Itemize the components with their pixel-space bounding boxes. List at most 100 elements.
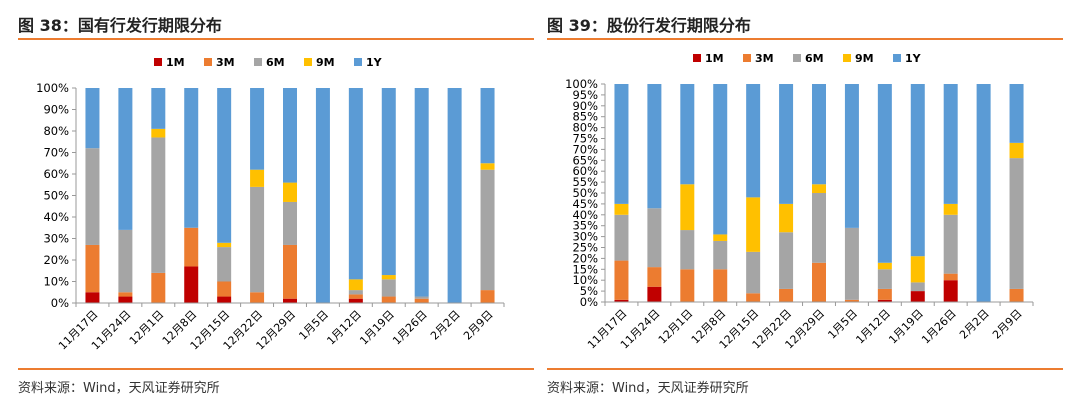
- bar-segment-1y: [118, 88, 133, 230]
- bar-segment-1y: [943, 84, 958, 204]
- x-tick-label: 1月19日: [357, 308, 397, 348]
- bar-segment-3m: [414, 298, 429, 303]
- legend-label-6m: 6M: [805, 52, 824, 65]
- bar-segment-1y: [414, 88, 429, 297]
- legend-label-1m: 1M: [166, 56, 185, 69]
- bar-segment-3m: [844, 299, 859, 302]
- y-tick-label: 0%: [580, 295, 598, 309]
- bar-segment-1m: [283, 298, 297, 303]
- y-tick-label: 70%: [572, 142, 598, 156]
- y-tick-label: 45%: [572, 197, 598, 211]
- bar-segment-1m: [184, 266, 199, 303]
- x-tick-label: 1月19日: [886, 307, 926, 347]
- bar-segment-9m: [713, 234, 728, 241]
- y-tick-label: 90%: [572, 99, 598, 113]
- bar-segment-1y: [647, 84, 662, 209]
- source-divider: [547, 368, 1063, 370]
- bar-segment-1y: [217, 88, 232, 243]
- y-tick-label: 70%: [43, 146, 69, 160]
- y-tick-label: 60%: [572, 164, 598, 178]
- bar-segment-1m: [877, 299, 892, 302]
- x-tick-label: 1月26日: [390, 308, 430, 348]
- bar-segment-6m: [680, 230, 695, 270]
- y-tick-label: 50%: [572, 186, 598, 200]
- bar-segment-3m: [348, 294, 363, 299]
- bar-segment-9m: [910, 256, 925, 283]
- bar-segment-9m: [250, 169, 265, 187]
- bar-segment-1y: [779, 84, 794, 204]
- bar-segment-3m: [779, 288, 794, 302]
- y-tick-label: 35%: [572, 219, 598, 233]
- bar-segment-1y: [976, 84, 991, 302]
- figure-title: 图 38：国有行发行期限分布: [18, 16, 222, 35]
- bar-segment-6m: [614, 214, 629, 261]
- figure-39-panel: 图 39：股份行发行期限分布 1M 3M 6M 9M 1Y 0% 5% 10% 15% 20% 25…: [547, 0, 1063, 406]
- legend-swatch-6m: [254, 58, 262, 66]
- y-tick-label: 40%: [43, 210, 69, 224]
- bar-segment-6m: [118, 229, 133, 293]
- legend-label-1y: 1Y: [366, 56, 383, 69]
- bar-segment-3m: [250, 292, 265, 303]
- bar-segment-1m: [118, 296, 133, 303]
- bar-segment-1y: [480, 88, 495, 164]
- y-tick-label: 20%: [43, 253, 69, 267]
- bar-segment-3m: [647, 267, 662, 287]
- legend-label-3m: 3M: [216, 56, 235, 69]
- legend-swatch-1m: [154, 58, 162, 66]
- bar-segment-1y: [447, 88, 462, 303]
- bar-segment-6m: [480, 169, 495, 291]
- bar-segment-6m: [1009, 158, 1024, 289]
- bar-segment-1y: [348, 88, 363, 280]
- y-tick-label: 10%: [43, 275, 69, 289]
- legend-label-9m: 9M: [316, 56, 335, 69]
- y-tick-label: 60%: [43, 167, 69, 181]
- bar-segment-6m: [877, 269, 892, 289]
- x-tick-label: 1月12日: [853, 307, 893, 347]
- x-tick-label: 2月2日: [957, 307, 992, 342]
- figure-title: 图 39：股份行发行期限分布: [547, 16, 751, 35]
- y-tick-label: 30%: [572, 230, 598, 244]
- legend-label-9m: 9M: [855, 52, 874, 65]
- bar-segment-9m: [779, 203, 794, 233]
- bar-segment-6m: [943, 214, 958, 274]
- stacked-bar-chart-joint-stock-banks: 1M 3M 6M 9M 1Y 0%5%10%15%20%25%30%35%40%45%50…: [565, 52, 1034, 351]
- bar-segment-1y: [1009, 84, 1024, 143]
- bar-segment-1y: [151, 88, 166, 129]
- legend-swatch-6m: [793, 54, 801, 62]
- y-tick-label: 85%: [572, 110, 598, 124]
- y-tick-label: 75%: [572, 132, 598, 146]
- bar-segment-6m: [647, 208, 662, 268]
- bar-segment-6m: [348, 290, 363, 295]
- bar-segment-1y: [283, 88, 297, 183]
- bar-segment-3m: [877, 288, 892, 300]
- x-tick-label: 2月2日: [428, 308, 463, 343]
- bar-segment-6m: [250, 186, 265, 293]
- x-tick-label: 12月1日: [127, 308, 167, 348]
- bar-segment-3m: [680, 269, 695, 302]
- y-tick-label: 100%: [36, 81, 69, 95]
- bar-segment-9m: [614, 203, 629, 215]
- bar-segment-3m: [151, 272, 166, 303]
- legend-swatch-1y: [893, 54, 901, 62]
- bar-segment-9m: [680, 184, 695, 231]
- bar-segment-1y: [184, 88, 199, 228]
- bar-segment-1y: [877, 84, 892, 263]
- y-tick-label: 15%: [572, 262, 598, 276]
- bar-segment-9m: [217, 242, 232, 248]
- y-tick-label: 20%: [572, 251, 598, 265]
- title-divider: [547, 38, 1063, 40]
- bar-segment-9m: [877, 262, 892, 270]
- bar-segment-9m: [746, 197, 761, 252]
- x-tick-label: 1月26日: [919, 307, 959, 347]
- y-tick-label: 50%: [43, 189, 69, 203]
- bar-segment-1y: [746, 84, 761, 198]
- legend-label-1m: 1M: [705, 52, 724, 65]
- y-tick-label: 80%: [43, 124, 69, 138]
- bar-segment-9m: [348, 279, 363, 291]
- bar-segment-6m: [844, 227, 859, 300]
- bar-segment-6m: [779, 232, 794, 289]
- bar-segment-6m: [85, 148, 100, 245]
- y-tick-label: 10%: [572, 273, 598, 287]
- legend-swatch-1y: [354, 58, 362, 66]
- legend-label-3m: 3M: [755, 52, 774, 65]
